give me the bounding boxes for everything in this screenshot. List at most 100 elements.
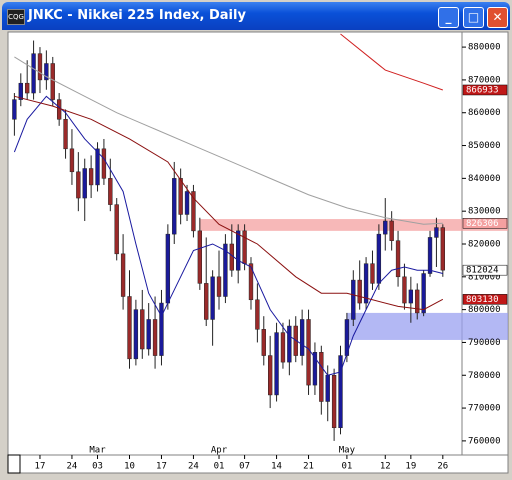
candle-body xyxy=(88,168,94,186)
candle-body xyxy=(363,263,369,304)
candle-body xyxy=(427,237,433,274)
candle-body xyxy=(280,332,286,363)
candle-body xyxy=(31,53,36,94)
x-tick-label: 17 xyxy=(35,462,46,472)
price-tag-label: 803130 xyxy=(466,295,499,305)
candle-body xyxy=(351,279,356,320)
corner-box xyxy=(7,454,21,474)
candle-body xyxy=(395,240,401,278)
candle-body xyxy=(184,191,190,215)
candle-body xyxy=(268,355,273,396)
price-tag-label: 826306 xyxy=(466,219,499,229)
candle-body xyxy=(312,352,318,386)
month-label: Apr xyxy=(211,446,228,456)
candle-body xyxy=(114,204,119,255)
minimize-button[interactable]: _ xyxy=(438,7,459,28)
candle-body xyxy=(63,119,68,150)
candle-body xyxy=(287,325,292,363)
candle-body xyxy=(69,148,75,173)
candle-body xyxy=(338,355,343,429)
y-tick-label: 880000 xyxy=(468,43,501,53)
candle-body xyxy=(120,253,126,297)
candle-body xyxy=(50,63,55,100)
candle-body xyxy=(25,82,30,94)
moving-average xyxy=(14,95,444,311)
candle-body xyxy=(146,319,151,350)
y-tick-label: 850000 xyxy=(468,141,501,151)
candle-body xyxy=(159,302,164,356)
candle-body xyxy=(376,233,382,284)
moving-average xyxy=(13,95,443,376)
candle-body xyxy=(299,319,305,356)
y-tick-label: 780000 xyxy=(468,371,501,381)
x-tick-label: 21 xyxy=(303,462,314,472)
candle-body xyxy=(191,191,196,232)
maximize-button[interactable]: □ xyxy=(463,7,484,28)
candle-body xyxy=(152,319,158,356)
candle-body xyxy=(204,283,209,320)
x-tick-label: 01 xyxy=(214,462,225,472)
price-axis-area xyxy=(461,31,509,456)
candle-body xyxy=(133,309,139,360)
zone xyxy=(199,219,508,231)
month-label: Mar xyxy=(89,446,106,456)
candle-body xyxy=(101,148,107,179)
candle-body xyxy=(12,99,17,120)
y-tick-label: 860000 xyxy=(468,108,501,118)
candle-body xyxy=(216,276,222,297)
candle-body xyxy=(421,273,426,314)
candle-body xyxy=(95,148,100,186)
candle-body xyxy=(236,230,241,271)
x-tick-label: 14 xyxy=(271,462,282,472)
zone xyxy=(346,312,508,340)
date-axis-area xyxy=(7,454,509,474)
chart: 880000 870000 860000 850000 840000 830000 8200… xyxy=(4,30,509,476)
candle-body xyxy=(18,82,23,100)
price-tag xyxy=(462,218,508,229)
candle-body xyxy=(434,227,439,238)
candle-body xyxy=(415,289,420,314)
y-tick-label: 760000 xyxy=(468,436,501,446)
candle-body xyxy=(140,309,145,350)
title-bar: CQG JNKC - Nikkei 225 Index, Daily _ □ ✕ xyxy=(2,2,510,30)
candle-body xyxy=(344,319,350,356)
candle-body xyxy=(127,296,132,360)
y-tick-label: 840000 xyxy=(468,174,501,184)
price-tag xyxy=(462,84,508,96)
candle-body xyxy=(44,63,49,81)
x-tick-label: 10 xyxy=(124,462,135,472)
price-tag xyxy=(462,264,508,276)
candle-body xyxy=(242,230,247,264)
x-tick-label: 03 xyxy=(92,462,103,472)
candle-body xyxy=(306,319,311,386)
close-button[interactable]: ✕ xyxy=(487,7,508,28)
plot-area xyxy=(7,31,463,456)
y-tick-label: 790000 xyxy=(468,338,501,348)
candle-body xyxy=(197,230,202,284)
candle-body xyxy=(370,263,375,284)
candle-body xyxy=(37,53,43,81)
candle-body xyxy=(325,375,330,402)
candle-body xyxy=(172,178,177,235)
price-tag-label: 812024 xyxy=(466,266,499,276)
y-tick-label: 820000 xyxy=(468,239,501,249)
x-tick-label: 01 xyxy=(341,462,352,472)
candle-body xyxy=(331,375,337,429)
candle-body xyxy=(274,332,279,396)
candle-body xyxy=(389,220,394,241)
candle-body xyxy=(82,168,87,199)
candle-body xyxy=(440,227,445,271)
candle-body xyxy=(108,178,113,205)
candle-body xyxy=(223,243,228,297)
candle-body xyxy=(210,276,215,320)
y-tick-label: 800000 xyxy=(468,305,501,315)
price-tag xyxy=(462,294,508,305)
candle-body xyxy=(383,220,388,235)
x-tick-label: 12 xyxy=(380,462,391,472)
app-icon: CQG xyxy=(7,9,25,25)
moving-average xyxy=(14,56,443,225)
price-tag-label: 866933 xyxy=(466,85,499,95)
candle-body xyxy=(357,279,362,304)
month-label: May xyxy=(339,446,356,456)
